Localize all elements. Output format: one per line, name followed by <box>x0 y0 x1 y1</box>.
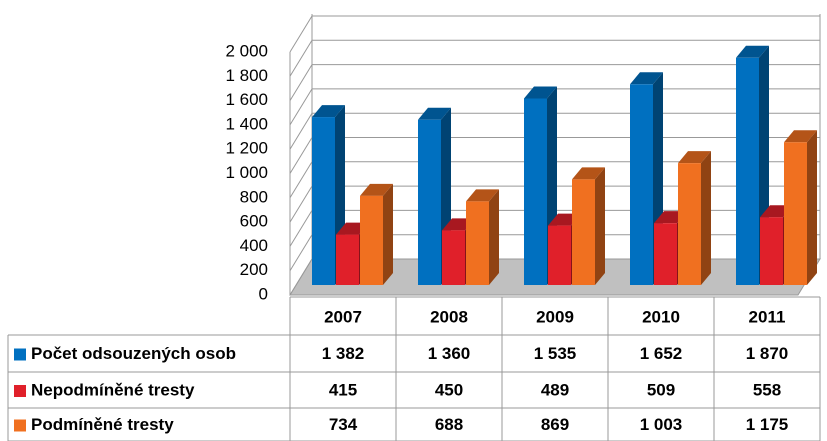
y-tick-label: 600 <box>240 212 268 231</box>
data-label: 1 003 <box>640 415 683 434</box>
y-tick-label: 1 600 <box>225 90 268 109</box>
y-tick-label: 200 <box>240 260 268 279</box>
grid-line <box>289 64 820 101</box>
x-tick-label: 2010 <box>642 307 680 326</box>
bar-side <box>489 189 499 285</box>
legend-label: Podmíněné tresty <box>31 415 174 434</box>
y-tick-label: 1 800 <box>225 66 268 85</box>
bar <box>678 163 701 285</box>
bar <box>760 217 783 285</box>
bar-top <box>312 105 345 118</box>
bar-top <box>418 107 451 120</box>
bar <box>360 195 383 285</box>
bar-top <box>572 167 605 180</box>
bar <box>548 225 571 285</box>
y-tick-label: 800 <box>240 187 268 206</box>
bar-side <box>383 183 393 285</box>
bar <box>654 223 677 285</box>
data-label: 489 <box>541 380 569 399</box>
bar-top <box>736 45 769 58</box>
x-tick-label: 2009 <box>536 307 574 326</box>
y-tick-label: 1 400 <box>225 114 268 133</box>
bar <box>736 57 759 285</box>
y-tick-label: 0 <box>259 284 268 303</box>
legend-label: Nepodmíněné tresty <box>31 380 195 399</box>
bar-side <box>701 151 711 285</box>
data-label: 1 870 <box>746 344 789 363</box>
bar-top <box>630 72 663 85</box>
data-label: 558 <box>753 380 781 399</box>
grid-line <box>289 15 820 53</box>
data-label: 1 360 <box>428 344 471 363</box>
y-tick-label: 1 200 <box>225 139 268 158</box>
x-tick-label: 2011 <box>749 307 786 326</box>
bar-top <box>678 151 711 164</box>
data-label: 509 <box>647 380 675 399</box>
legend-swatch <box>14 419 26 432</box>
y-tick-label: 400 <box>240 236 268 255</box>
bar-top <box>784 130 817 143</box>
bar <box>572 179 595 285</box>
bar <box>630 84 653 285</box>
data-label: 1 175 <box>746 415 789 434</box>
data-label: 450 <box>435 380 463 399</box>
data-label: 1 382 <box>322 344 365 363</box>
data-label: 415 <box>329 380 357 399</box>
data-label: 1 535 <box>534 344 577 363</box>
y-tick-label: 1 000 <box>225 163 268 182</box>
legend-swatch <box>14 385 26 397</box>
legend-label: Počet odsouzených osob <box>31 344 236 363</box>
data-label: 688 <box>435 415 463 434</box>
y-tick-label: 2 000 <box>225 41 268 60</box>
bar <box>524 98 547 285</box>
x-tick-label: 2007 <box>324 307 362 326</box>
bar-side <box>807 130 817 285</box>
bar <box>312 117 335 285</box>
bar-top <box>466 189 499 202</box>
bar <box>466 201 489 285</box>
legend-swatch <box>14 348 26 361</box>
x-tick-label: 2008 <box>430 307 468 326</box>
data-label: 869 <box>541 415 569 434</box>
bar-top <box>360 183 393 196</box>
bar <box>418 119 441 285</box>
bar-top <box>524 86 557 99</box>
bar <box>336 234 359 285</box>
bar <box>442 230 465 285</box>
data-label: 1 652 <box>640 344 683 363</box>
data-label: 734 <box>329 415 358 434</box>
bar <box>784 142 807 285</box>
bar-side <box>595 167 605 285</box>
grid-line <box>289 39 820 77</box>
